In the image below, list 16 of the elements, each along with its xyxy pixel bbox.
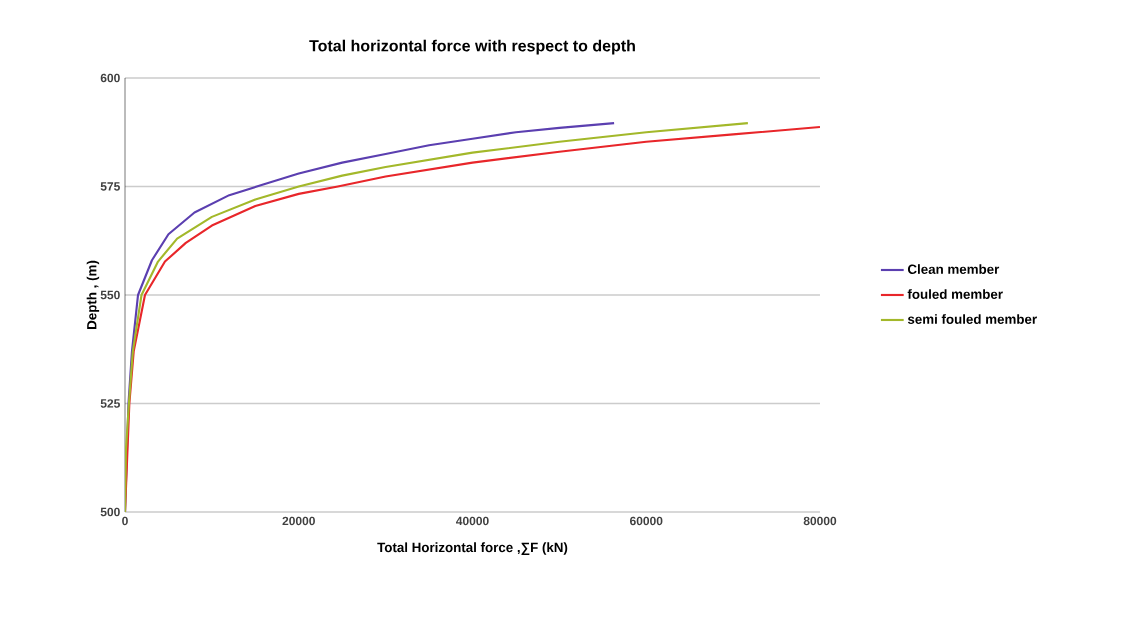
- chart-title: Total horizontal force with respect to depth: [309, 39, 635, 55]
- x-tick-label: 0: [122, 516, 128, 526]
- x-tick-label: 40000: [456, 516, 489, 526]
- y-axis-title: Depth , (m): [86, 260, 100, 329]
- legend-label: semi fouled member: [907, 314, 1037, 324]
- x-axis-title: Total Horizontal force ,∑F (kN): [377, 542, 568, 555]
- x-tick-label: 20000: [282, 516, 315, 526]
- legend-label: Clean member: [907, 264, 1000, 274]
- y-tick-label: 525: [100, 399, 120, 408]
- legend-label: fouled member: [907, 289, 1003, 299]
- x-tick-label: 80000: [803, 516, 837, 526]
- y-tick-label: 500: [100, 507, 120, 517]
- x-tick-label: 60000: [630, 516, 663, 526]
- y-tick-label: 550: [100, 290, 120, 300]
- y-tick-label: 575: [100, 182, 120, 191]
- y-tick-label: 600: [100, 73, 120, 83]
